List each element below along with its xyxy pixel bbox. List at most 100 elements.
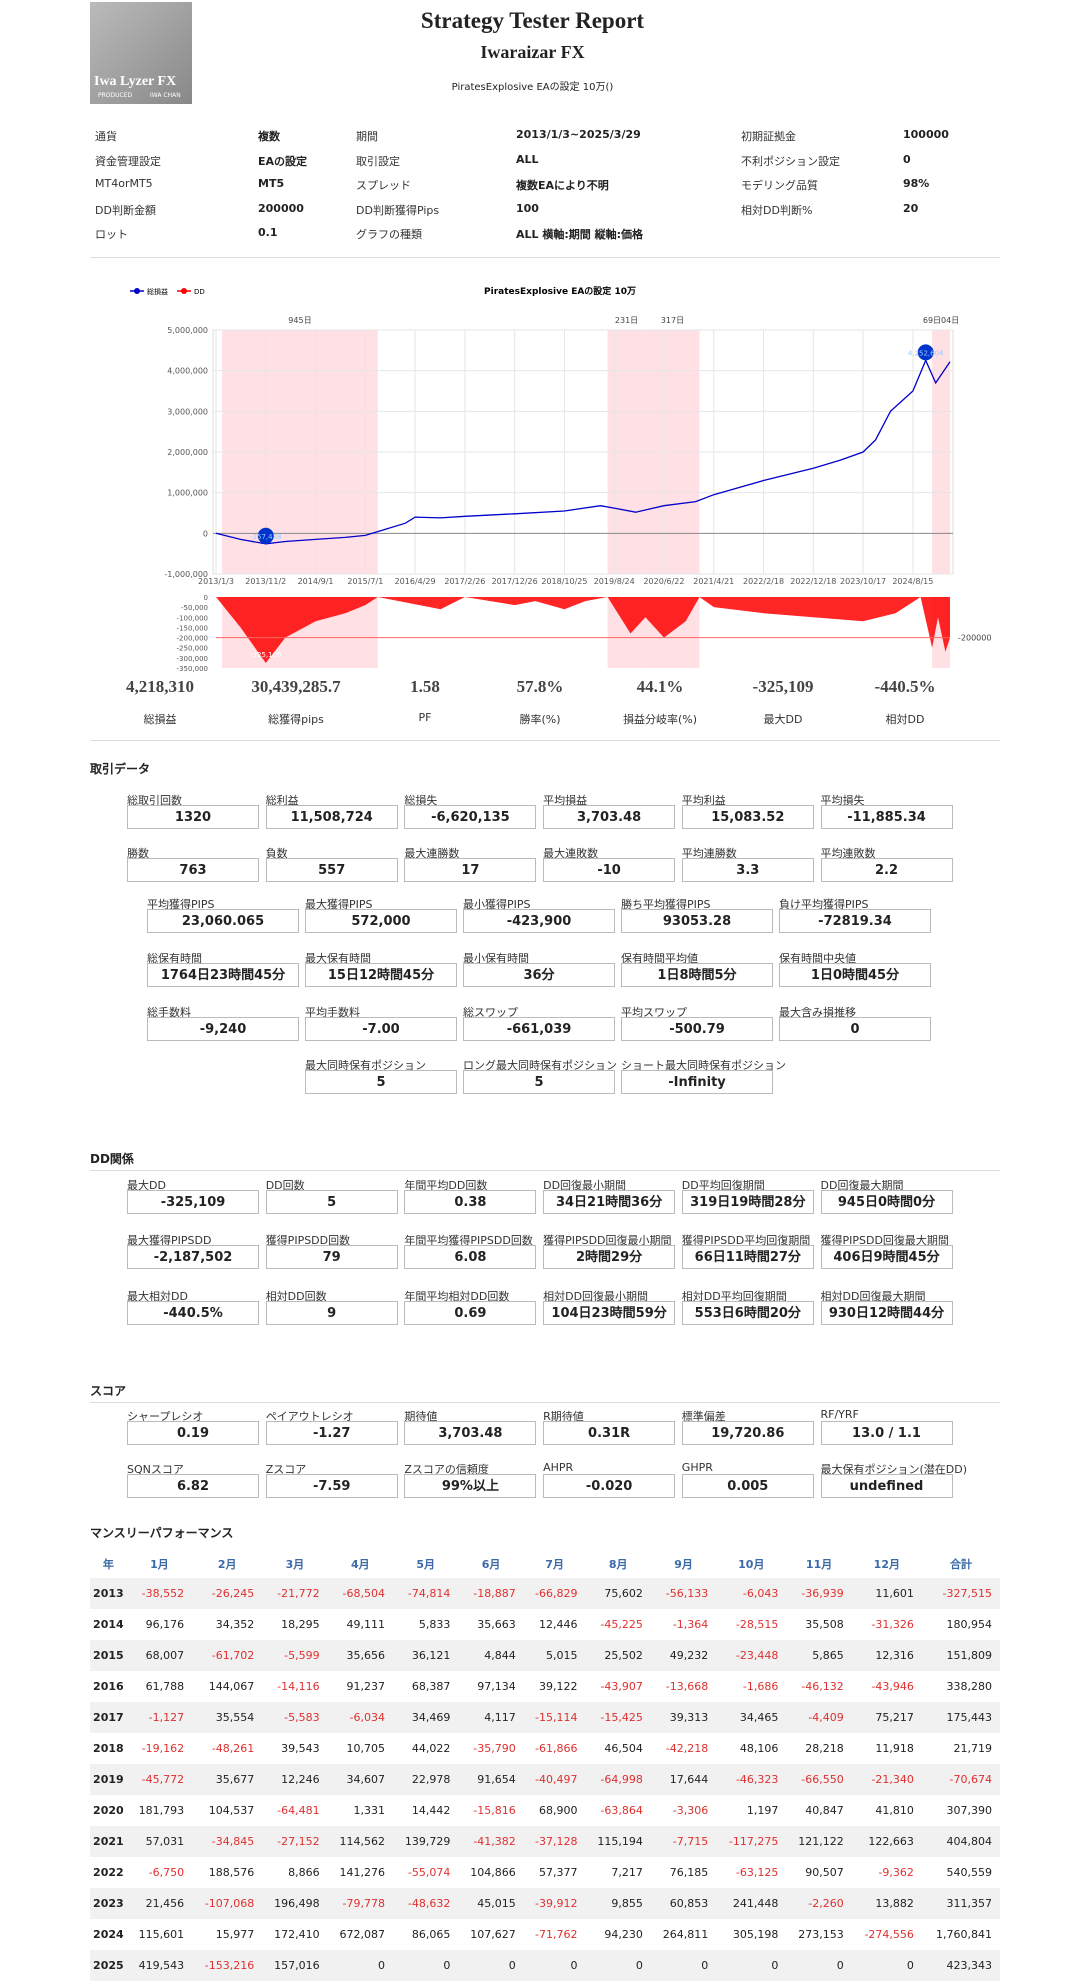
stat-label: AHPR: [543, 1461, 574, 1474]
table-row: 2024 115,601 15,977 172,410 672,087 86,065 107…: [90, 1919, 1000, 1950]
logo-author: IWA CHAN: [150, 92, 181, 99]
info-value: EAの設定: [258, 154, 308, 168]
table-cell: 2020: [93, 1804, 124, 1817]
table-cell: 68,900: [539, 1804, 578, 1817]
stat-label: 平均利益: [681, 794, 726, 807]
x-tick-label: 2020/6/22: [643, 577, 684, 586]
table-cell: 2025: [90, 1950, 127, 1981]
table-cell: 34,465: [716, 1702, 787, 1733]
table-cell: 2017: [90, 1702, 127, 1733]
stat-value: -1.27: [265, 1421, 398, 1445]
legend-label: 総損益: [147, 287, 168, 296]
table-cell: 97,134: [477, 1680, 516, 1693]
table-cell: -274,556: [864, 1928, 914, 1941]
summary-value: -325,109: [752, 677, 814, 696]
info-label: 期間: [356, 130, 378, 143]
summary-label: PF: [418, 711, 432, 724]
stat-label: RF/YRF: [820, 1408, 859, 1421]
stat-value: -325,109: [127, 1190, 259, 1214]
stat-label: 総保有時間: [147, 952, 202, 965]
table-cell: 7,217: [611, 1866, 643, 1879]
column-header: 7月: [545, 1558, 564, 1571]
table-cell: -48,632: [393, 1888, 459, 1919]
table-cell: 91,237: [346, 1680, 386, 1693]
table-cell: 39,543: [281, 1742, 320, 1755]
table-cell: 9,855: [585, 1888, 651, 1919]
table-cell: 2022: [93, 1866, 124, 1879]
table-cell: -74,814: [393, 1578, 459, 1609]
marker: [257, 527, 274, 544]
table-cell: 2013: [90, 1578, 127, 1609]
stat-value: 5: [265, 1190, 398, 1214]
table-cell: -28,515: [735, 1618, 779, 1631]
table-row: 2021 57,031 -34,845 -27,152 114,562 139,729 -4…: [90, 1826, 1000, 1857]
table-cell: -68,504: [327, 1578, 393, 1609]
table-cell: 151,809: [921, 1640, 1000, 1671]
table-cell: 540,559: [946, 1866, 993, 1879]
caption: PiratesExplosive EAの設定 10万(): [451, 82, 614, 93]
stat-label: 勝ち平均獲得PIPS: [621, 898, 711, 911]
table-cell: -34,845: [192, 1826, 263, 1857]
table-cell: 49,111: [346, 1618, 386, 1631]
dd-tick-label: -200,000: [177, 635, 208, 643]
stat-value: 2時間29分: [543, 1245, 676, 1269]
column-header: 3月: [285, 1558, 305, 1571]
table-cell: 49,232: [650, 1640, 717, 1671]
table-cell: 0: [585, 1950, 651, 1981]
table-cell: 18,295: [281, 1618, 320, 1631]
summary-value: 4,218,310: [126, 677, 194, 696]
divider: [90, 257, 1000, 258]
summary-value: 44.1%: [636, 677, 684, 696]
table-cell: 188,576: [208, 1866, 255, 1879]
table-cell: 21,719: [953, 1742, 993, 1755]
table-cell: -21,340: [851, 1764, 922, 1795]
stat-label: 平均連勝数: [681, 847, 737, 860]
table-cell: 48,106: [739, 1742, 779, 1755]
stat-value: 1320: [127, 805, 259, 829]
summary-value: 1.58: [410, 677, 440, 696]
y-tick-label: 3,000,000: [167, 407, 208, 416]
table-cell: -6,034: [327, 1702, 393, 1733]
stat-label: 最大獲得PIPSDD: [127, 1234, 212, 1247]
info-value: 2013/1/3~2025/3/29: [516, 128, 641, 141]
table-cell: 61,788: [145, 1680, 185, 1693]
x-tick-label: 2024/8/15: [892, 577, 933, 586]
stat-value: 23,060.065: [147, 909, 299, 933]
stat-label: 年間平均DD回数: [404, 1179, 488, 1192]
stat-label: 総スワップ: [463, 1006, 518, 1019]
table-cell: -31,326: [871, 1618, 914, 1631]
table-cell: 0: [458, 1950, 524, 1981]
stat-label: 総取引回数: [127, 794, 182, 807]
stat-label: R期待値: [543, 1410, 584, 1423]
stat-value: 3,703.48: [543, 805, 676, 829]
stat-label: 負け平均獲得PIPS: [779, 898, 869, 911]
table-cell: 5,865: [786, 1640, 852, 1671]
table-cell: 14,442: [411, 1804, 451, 1817]
table-row: 2019 -45,772 35,677 12,246 34,607 22,978 91,65…: [90, 1764, 1000, 1795]
stat-label: 平均連敗数: [820, 847, 876, 860]
stat-label: 平均手数料: [305, 1006, 360, 1019]
table-cell: 419,543: [126, 1950, 193, 1981]
table-cell: -4,409: [786, 1702, 852, 1733]
stat-value: 406日9時間45分: [820, 1245, 953, 1269]
section-heading: マンスリーパフォーマンス: [90, 1526, 234, 1540]
table-cell: 39,313: [650, 1702, 717, 1733]
table-cell: 0: [786, 1950, 852, 1981]
table-cell: -1,686: [742, 1680, 779, 1693]
table-cell: -5,599: [262, 1640, 328, 1671]
legend-label: DD: [194, 288, 205, 296]
table-cell: -63,864: [600, 1804, 643, 1817]
stat-label: 最大保有時間: [305, 952, 371, 965]
table-cell: 307,390: [946, 1804, 993, 1817]
stat-label: 最小獲得PIPS: [463, 898, 531, 911]
info-value: MT5: [258, 177, 285, 190]
table-cell: 172,410: [274, 1928, 320, 1941]
chart-title: PiratesExplosive EAの設定 10万: [484, 285, 636, 297]
stat-label: 最大相対DD: [127, 1290, 188, 1303]
table-cell: 0: [327, 1950, 393, 1981]
info-value: 20: [903, 201, 919, 215]
stat-value: 553日6時間20分: [681, 1301, 814, 1325]
equity-line: [215, 358, 951, 545]
summary-value: 57.8%: [516, 677, 564, 696]
table-cell: -43,946: [871, 1680, 914, 1693]
